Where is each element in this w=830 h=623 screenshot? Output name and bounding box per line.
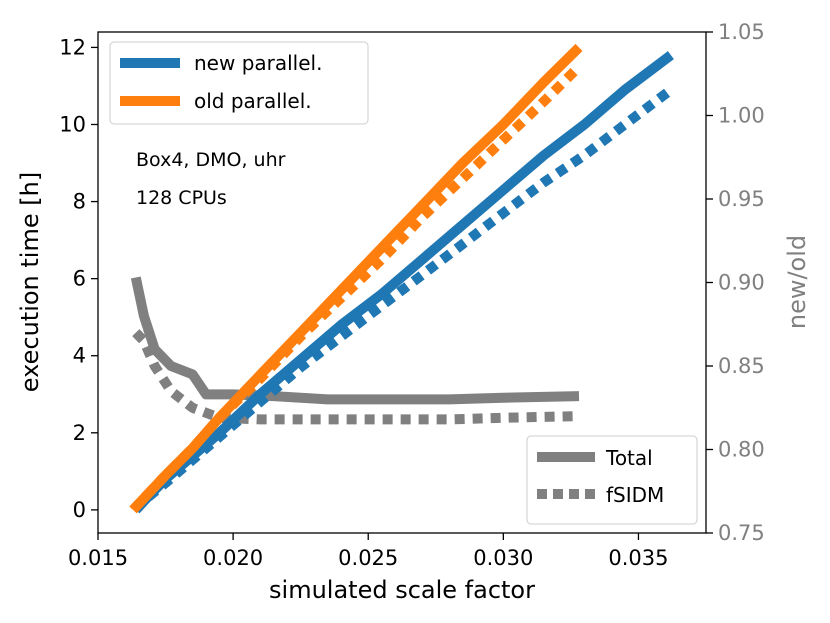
- x-tick-label: 0.015: [68, 546, 128, 570]
- series-old-parallel-total: [129, 43, 583, 514]
- y-tick-label: 0: [73, 498, 86, 522]
- y-right-tick-label: 1.05: [718, 20, 765, 44]
- y-right-tick-label: 0.85: [718, 354, 765, 378]
- y-right-tick-label: 0.80: [718, 438, 765, 462]
- y-tick-label: 2: [73, 421, 86, 445]
- x-axis-title: simulated scale factor: [269, 576, 535, 604]
- legend-label-fsidm: fSIDM: [606, 483, 664, 507]
- legend-top-left: new parallel. old parallel.: [109, 41, 369, 125]
- y-right-tick-label: 0.95: [718, 187, 765, 211]
- legend-label-old-parallel: old parallel.: [194, 89, 312, 113]
- legend-label-total: Total: [605, 446, 653, 470]
- y-axis-title: execution time [h]: [16, 172, 44, 392]
- series-layer: [129, 43, 674, 514]
- legend-bottom-right: Total fSIDM: [526, 435, 698, 525]
- series-total: [130, 276, 580, 405]
- x-tick-label: 0.035: [608, 546, 668, 570]
- y-tick-label: 12: [59, 35, 86, 59]
- y-axis-right-title: new/old: [783, 235, 811, 329]
- x-tick-label: 0.020: [203, 546, 263, 570]
- annotation-run: Box4, DMO, uhr: [136, 149, 286, 171]
- y-tick-label: 4: [73, 344, 86, 368]
- y-tick-label: 6: [73, 267, 86, 291]
- x-tick-label: 0.030: [473, 546, 533, 570]
- y-right-tick-label: 0.75: [718, 521, 765, 545]
- ticks-layer: 0.015 0.020 0.025 0.030 0.035 0 2 4 6 8 10 12 0.75 0.…: [59, 20, 765, 570]
- y-tick-label: 10: [59, 112, 86, 136]
- legend-label-new-parallel: new parallel.: [194, 51, 322, 75]
- x-tick-label: 0.025: [338, 546, 398, 570]
- y-tick-label: 8: [73, 190, 86, 214]
- y-right-tick-label: 1.00: [718, 104, 765, 128]
- annotation-cpus: 128 CPUs: [136, 187, 227, 209]
- y-right-tick-label: 0.90: [718, 271, 765, 295]
